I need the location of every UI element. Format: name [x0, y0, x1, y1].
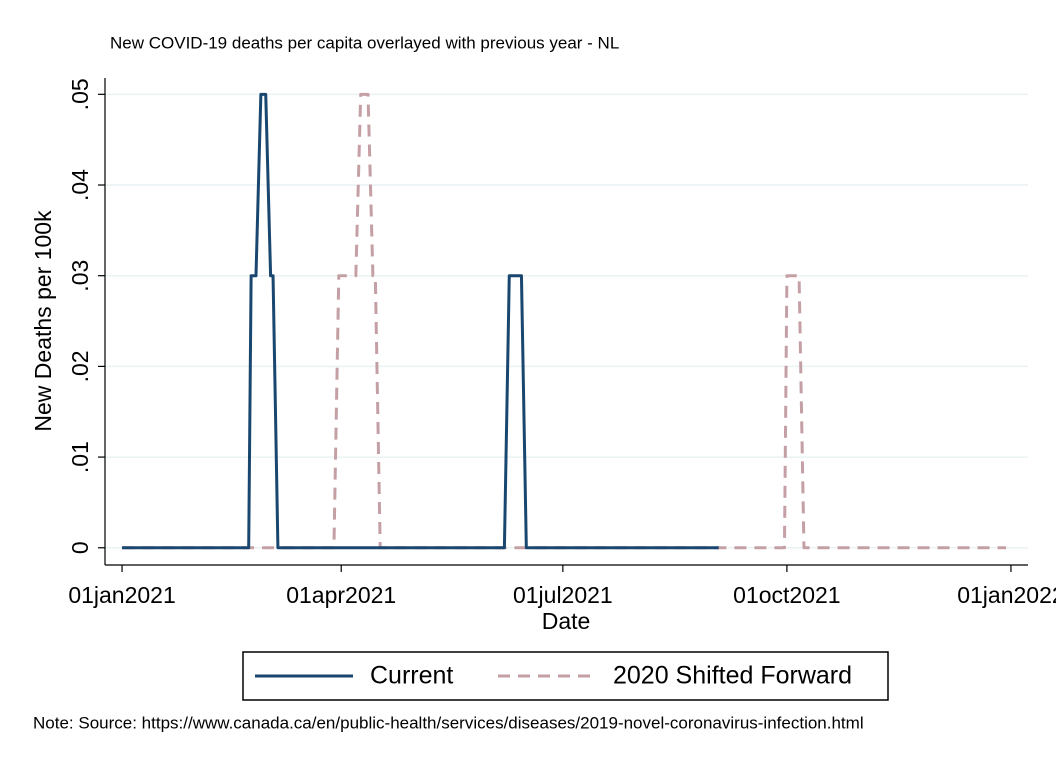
x-axis-label: Date: [542, 608, 591, 634]
chart-title: New COVID-19 deaths per capita overlayed…: [110, 33, 619, 52]
y-tick-label: .04: [67, 169, 93, 201]
series-line: [122, 92, 1007, 550]
legend-label: Current: [370, 662, 453, 690]
x-tick-label: 01oct2021: [733, 582, 840, 608]
y-tick-label: .03: [67, 260, 93, 292]
x-tick-label: 01jan2022: [957, 582, 1056, 608]
y-axis-label: New Deaths per 100k: [30, 210, 56, 432]
y-tick-label: .02: [67, 350, 93, 382]
note: Note: Source: https://www.canada.ca/en/p…: [33, 713, 864, 732]
y-tick-label: .01: [67, 441, 93, 473]
x-tick-label: 01apr2021: [286, 582, 396, 608]
y-tick-label: .05: [67, 78, 93, 110]
y-tick-label: 0: [67, 541, 93, 554]
legend-label: 2020 Shifted Forward: [613, 662, 852, 690]
x-tick-label: 01jul2021: [513, 582, 613, 608]
x-tick-label: 01jan2021: [68, 582, 175, 608]
series-line: [122, 92, 719, 550]
